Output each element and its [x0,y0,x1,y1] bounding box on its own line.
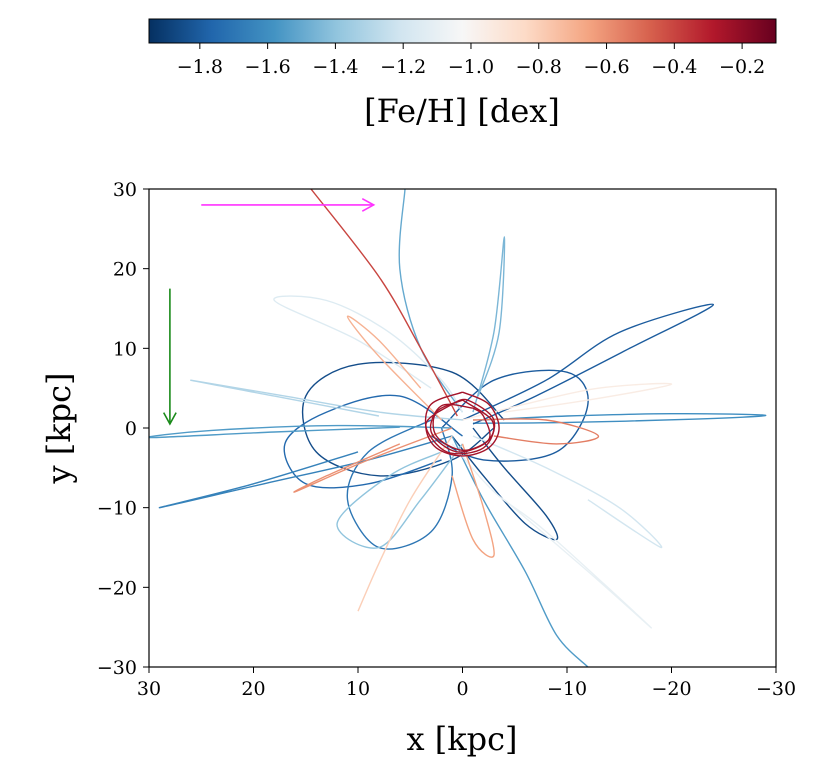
orbit-line [398,189,464,413]
colorbar-tick-label: −1.4 [312,56,358,78]
y-axis-ticks: 30 20 10 0 −10 −20 −30 [97,179,149,679]
orbit-line [283,394,463,489]
series-layer [149,189,767,667]
x-tick-label: 0 [456,678,468,700]
orbit-line [432,399,495,452]
y-tick-label: −30 [97,657,137,679]
colorbar-gradient [148,18,777,44]
orbit-line [472,435,663,549]
orbit-line [346,315,443,421]
orbit-line [451,435,589,667]
x-tick-label: 20 [241,678,265,700]
y-tick-label: 10 [113,338,137,360]
orbit-line [310,189,458,417]
y-tick-label: 0 [125,418,137,440]
orbit-line [462,303,715,425]
x-tick-label: −30 [756,678,796,700]
colorbar-tick-label: −1.2 [380,56,426,78]
x-tick-label: 30 [137,678,161,700]
direction-arrow-head [162,412,177,426]
y-tick-label: −10 [97,498,137,520]
orbit-line [273,295,464,413]
colorbar-tick-label: −0.8 [516,56,562,78]
orbit-line [149,424,453,439]
x-axis-label: x [kpc] [407,720,518,758]
colorbar-tick-label: −0.6 [583,56,629,78]
y-tick-label: 30 [113,179,137,201]
orbit-line [429,403,491,453]
colorbar-tick-label: −0.2 [719,56,765,78]
colorbar: −1.8 −1.6 −1.4 −1.2 −1.0 −0.8 −0.6 −0.4 −0.2 [Fe… [148,18,777,130]
orbit-line [302,361,505,477]
colorbar-tick-label: −1.6 [245,56,291,78]
orbit-line [472,236,506,413]
orbit-line [451,427,559,541]
plot-area: 30 20 10 0 −10 −20 −30 30 20 10 0 −10 −20 −30 [97,179,796,700]
orbit-line [425,398,496,455]
y-tick-label: 20 [113,259,137,281]
arrow-layer [162,197,376,426]
colorbar-tick-label: −0.4 [651,56,697,78]
orbit-line [472,412,767,424]
direction-arrow-head [361,197,376,212]
x-tick-label: −10 [547,678,587,700]
orbit-line [462,382,673,421]
orbit-line [293,427,453,493]
orbit-line [357,435,453,612]
y-tick-label: −20 [97,577,137,599]
orbit-line [472,418,600,445]
x-axis-ticks: 30 20 10 0 −10 −20 −30 [137,667,796,700]
colorbar-ticks: −1.8 −1.6 −1.4 −1.2 −1.0 −0.8 −0.6 −0.4 −0.2 [177,43,765,78]
colorbar-label: [Fe/H] [dex] [364,92,560,130]
orbit-line [336,443,464,549]
orbit-line [451,443,652,629]
orbit-line [430,369,589,462]
orbit-line [424,391,500,457]
colorbar-tick-label: −1.8 [177,56,223,78]
x-tick-label: −20 [651,678,691,700]
x-tick-label: 10 [346,678,370,700]
y-axis-label: y [kpc] [40,372,78,484]
orbit-line [451,443,495,558]
orbit-line [190,379,463,421]
colorbar-tick-label: −1.0 [448,56,494,78]
